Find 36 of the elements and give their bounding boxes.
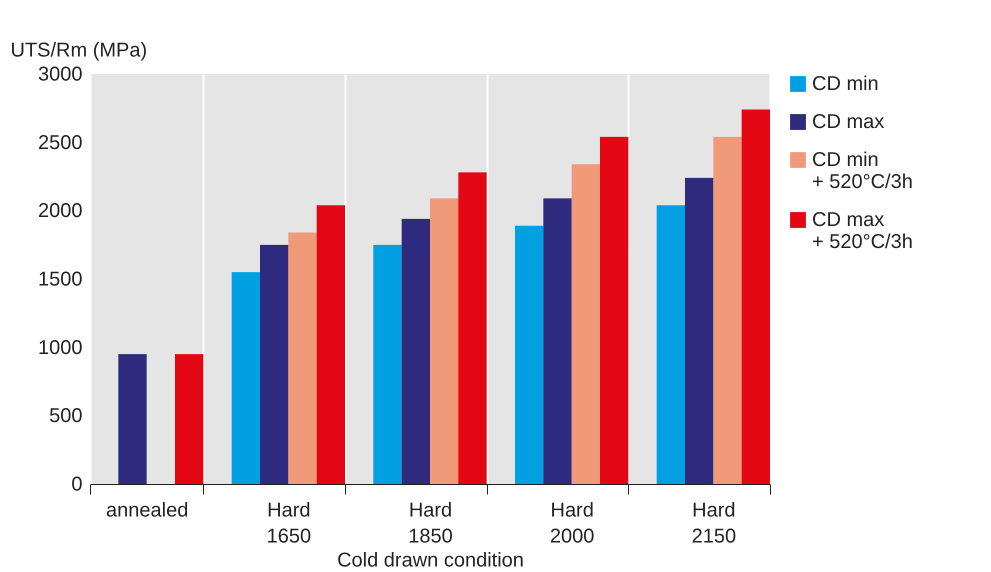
bar xyxy=(515,226,544,484)
bar xyxy=(742,110,770,484)
legend-label: CD max xyxy=(812,111,884,133)
x-axis-title: Cold drawn condition xyxy=(337,550,524,572)
bar xyxy=(260,244,288,484)
legend-label: CD min + 520°C/3h xyxy=(812,149,913,193)
bar xyxy=(600,136,628,484)
y-tick-label: 1500 xyxy=(38,268,82,290)
y-tick-label: 0 xyxy=(71,474,82,496)
bar xyxy=(373,244,402,484)
y-tick-label: 1000 xyxy=(38,336,82,359)
legend-label: CD min xyxy=(812,73,879,95)
x-tick-label: Hard 1850 xyxy=(408,500,453,548)
bar xyxy=(713,136,742,484)
bar xyxy=(175,354,204,484)
y-tick-label: 2500 xyxy=(38,132,82,154)
bar xyxy=(685,178,714,484)
bar xyxy=(402,218,430,484)
y-tick-label: 500 xyxy=(49,405,82,428)
x-tick-label: annealed xyxy=(106,500,188,522)
y-tick-label: 3000 xyxy=(38,64,82,86)
bar xyxy=(118,354,147,484)
bar xyxy=(232,272,260,484)
bar xyxy=(656,205,685,484)
bar xyxy=(543,198,572,484)
y-axis-title: UTS/Rm (MPa) xyxy=(10,40,148,62)
bar xyxy=(458,172,487,484)
bar xyxy=(288,232,317,484)
bar xyxy=(572,164,600,484)
y-tick-label: 2000 xyxy=(38,200,82,222)
bar xyxy=(316,205,345,484)
x-tick-label: Hard 2150 xyxy=(692,500,736,548)
bar xyxy=(430,198,458,484)
x-tick-label: Hard 2000 xyxy=(550,500,594,548)
x-tick-label: Hard 1650 xyxy=(266,500,312,548)
legend-label: CD max + 520°C/3h xyxy=(812,209,913,253)
